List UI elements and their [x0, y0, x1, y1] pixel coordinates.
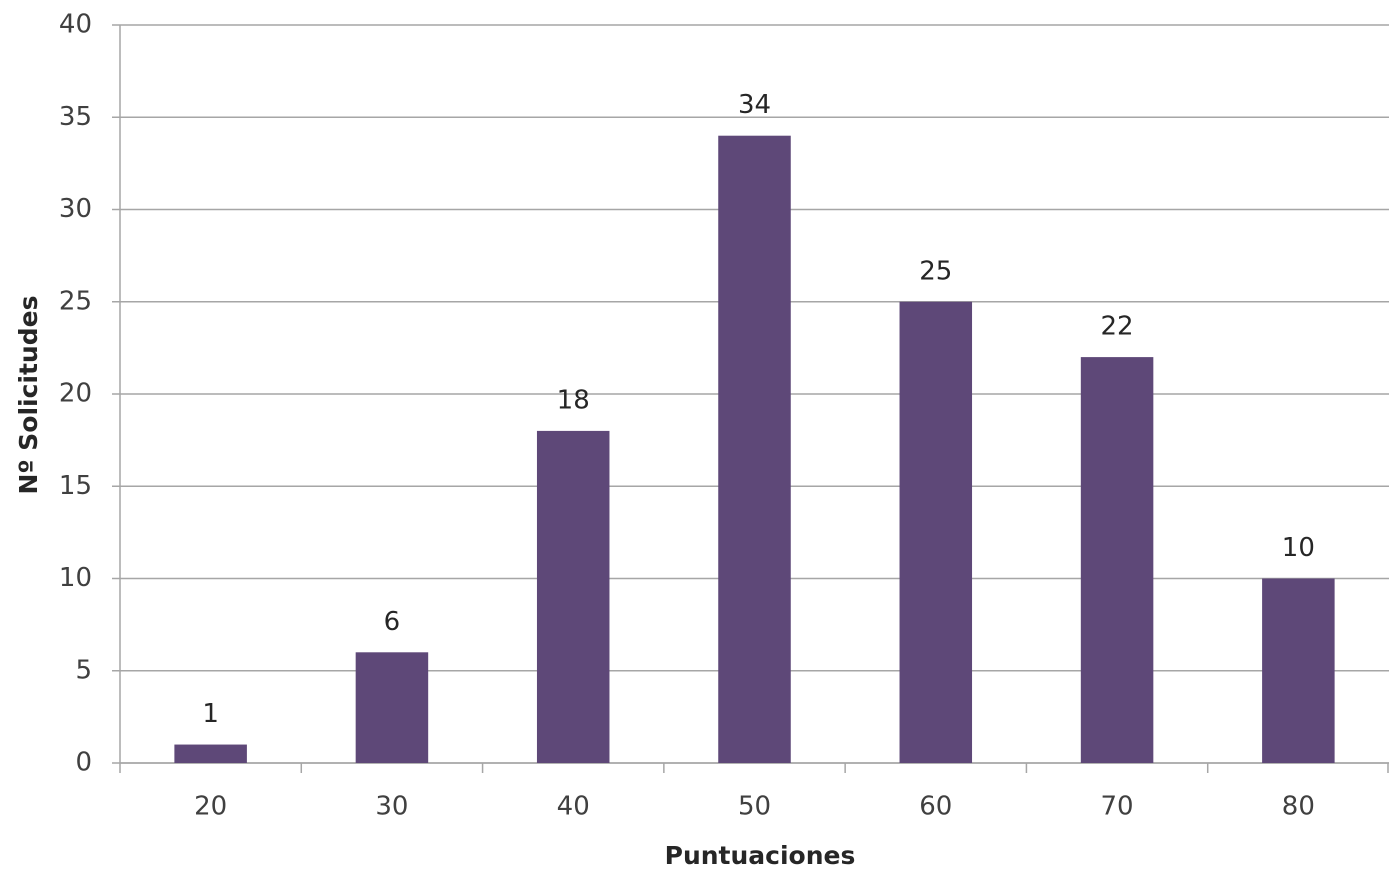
y-tick-label: 0: [75, 748, 92, 778]
y-tick-label: 20: [59, 379, 92, 409]
data-label: 34: [738, 90, 771, 120]
y-tick-label: 5: [75, 655, 92, 685]
y-tick-label: 10: [59, 563, 92, 593]
x-tick-label: 80: [1282, 792, 1315, 822]
bar: [1080, 357, 1154, 763]
x-tick-label: 40: [557, 792, 590, 822]
bar: [1262, 578, 1335, 763]
data-label: 18: [557, 385, 590, 415]
data-label: 6: [384, 607, 401, 637]
bar: [174, 744, 247, 763]
y-tick-label: 40: [59, 10, 92, 40]
bar: [355, 652, 429, 763]
y-axis-label: Nº Solicitudes: [14, 296, 43, 495]
x-tick-label: 70: [1101, 792, 1134, 822]
data-label: 10: [1282, 533, 1315, 563]
bar: [718, 135, 791, 763]
y-tick-label: 25: [59, 286, 92, 316]
x-tick-label: 30: [375, 792, 408, 822]
x-tick-label: 20: [194, 792, 227, 822]
bar: [536, 430, 610, 763]
x-tick-label: 60: [919, 792, 952, 822]
x-tick-label: 50: [738, 792, 771, 822]
x-axis-label: Puntuaciones: [665, 841, 856, 870]
data-label: 25: [919, 256, 952, 286]
data-label: 22: [1101, 312, 1134, 342]
y-tick-label: 35: [59, 102, 92, 132]
y-tick-label: 15: [59, 471, 92, 501]
y-tick-label: 30: [59, 194, 92, 224]
bar: [899, 301, 973, 763]
data-label: 1: [202, 699, 219, 729]
